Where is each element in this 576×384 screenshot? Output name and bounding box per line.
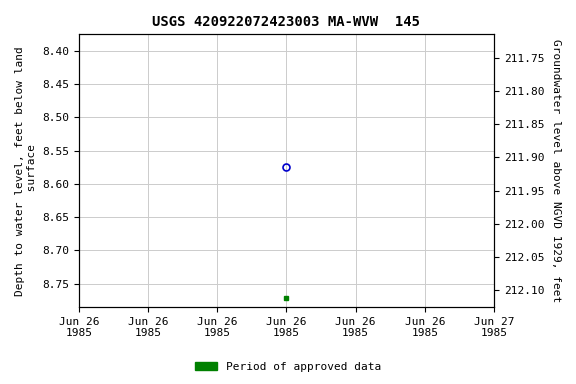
Legend: Period of approved data: Period of approved data <box>191 358 385 377</box>
Title: USGS 420922072423003 MA-WVW  145: USGS 420922072423003 MA-WVW 145 <box>153 15 420 29</box>
Y-axis label: Depth to water level, feet below land
 surface: Depth to water level, feet below land su… <box>15 46 37 296</box>
Y-axis label: Groundwater level above NGVD 1929, feet: Groundwater level above NGVD 1929, feet <box>551 39 561 302</box>
